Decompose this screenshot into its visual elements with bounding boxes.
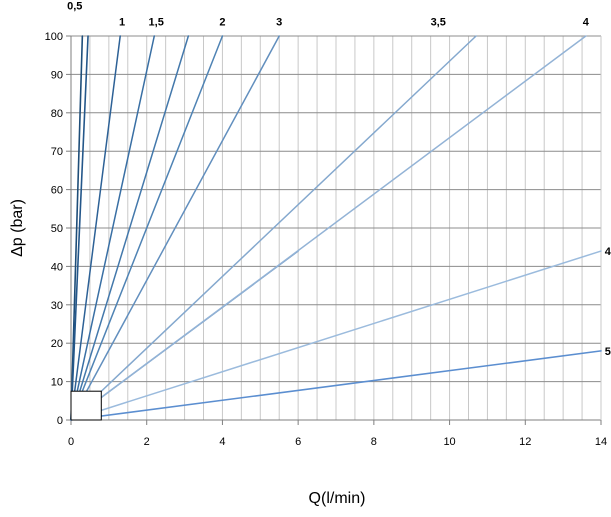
curve-label: 3 bbox=[276, 16, 282, 28]
y-tick-label: 30 bbox=[51, 300, 63, 312]
curve-label: 5 bbox=[605, 346, 611, 358]
x-tick-label: 14 bbox=[595, 436, 607, 448]
series-line-12 bbox=[70, 350, 602, 421]
y-tick-label: 10 bbox=[51, 377, 63, 389]
x-tick-label: 0 bbox=[68, 436, 74, 448]
series-line-7 bbox=[70, 35, 280, 421]
y-tick-label: 100 bbox=[45, 31, 63, 43]
y-tick-label: 40 bbox=[51, 261, 63, 273]
x-tick-label: 4 bbox=[219, 436, 225, 448]
curve-label: 3,5 bbox=[431, 16, 446, 28]
x-axis-title: Q(l/min) bbox=[309, 490, 366, 507]
series-line-5 bbox=[70, 35, 190, 421]
y-axis-title: Δp (bar) bbox=[9, 199, 26, 257]
y-tick-label: 80 bbox=[51, 108, 63, 120]
curve-label: 4 bbox=[583, 16, 590, 28]
grid bbox=[71, 35, 601, 420]
curve-label: 1,5 bbox=[149, 16, 164, 28]
series-line-4 bbox=[70, 35, 156, 421]
series-line-3 bbox=[70, 35, 121, 421]
y-tick-label: 50 bbox=[51, 223, 63, 235]
y-tick-label: 20 bbox=[51, 338, 63, 350]
curve-label: 1 bbox=[119, 16, 125, 28]
series-line-2 bbox=[70, 35, 89, 421]
y-tick-label: 60 bbox=[51, 185, 63, 197]
x-tick-label: 10 bbox=[443, 436, 455, 448]
series-lines bbox=[70, 35, 602, 421]
y-tick-label: 70 bbox=[51, 146, 63, 158]
series-line-10 bbox=[70, 35, 587, 421]
y-tick-label: 90 bbox=[51, 69, 63, 81]
x-tick-label: 2 bbox=[144, 436, 150, 448]
curve-labels: 0,5 1 1,5 2 3 3,5 4 4 5 bbox=[67, 0, 611, 358]
series-line-1 bbox=[70, 35, 84, 421]
curve-label: 4 bbox=[605, 246, 611, 258]
axes bbox=[66, 35, 602, 425]
series-line-9 bbox=[70, 35, 477, 421]
series-line-11 bbox=[70, 250, 602, 421]
series-line-6 bbox=[70, 35, 224, 421]
tick-labels: 0 10 20 30 40 50 60 70 80 90 100 0 2 4 6 8 10 12 14 bbox=[45, 31, 607, 448]
x-tick-label: 6 bbox=[295, 436, 301, 448]
x-tick-label: 8 bbox=[371, 436, 377, 448]
curve-label: 2 bbox=[219, 16, 225, 28]
origin-marker-box bbox=[70, 390, 102, 421]
curve-label: 0,5 bbox=[67, 0, 82, 12]
y-tick-label: 0 bbox=[57, 415, 63, 427]
x-tick-label: 12 bbox=[519, 436, 531, 448]
